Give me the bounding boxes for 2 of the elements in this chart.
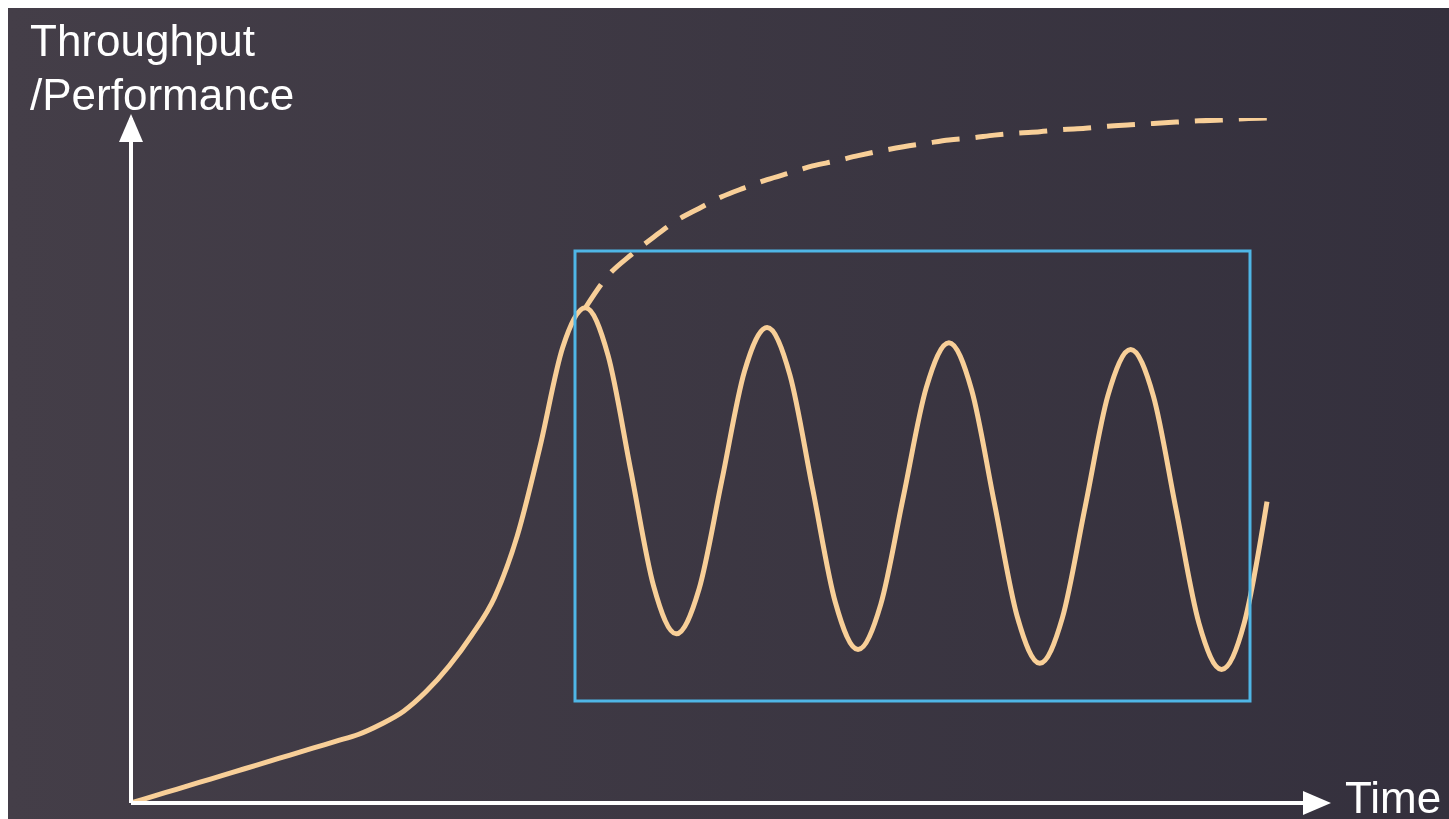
y-axis-title: Throughput /Performance — [30, 15, 295, 121]
x-axis-title: Time — [1345, 772, 1442, 819]
